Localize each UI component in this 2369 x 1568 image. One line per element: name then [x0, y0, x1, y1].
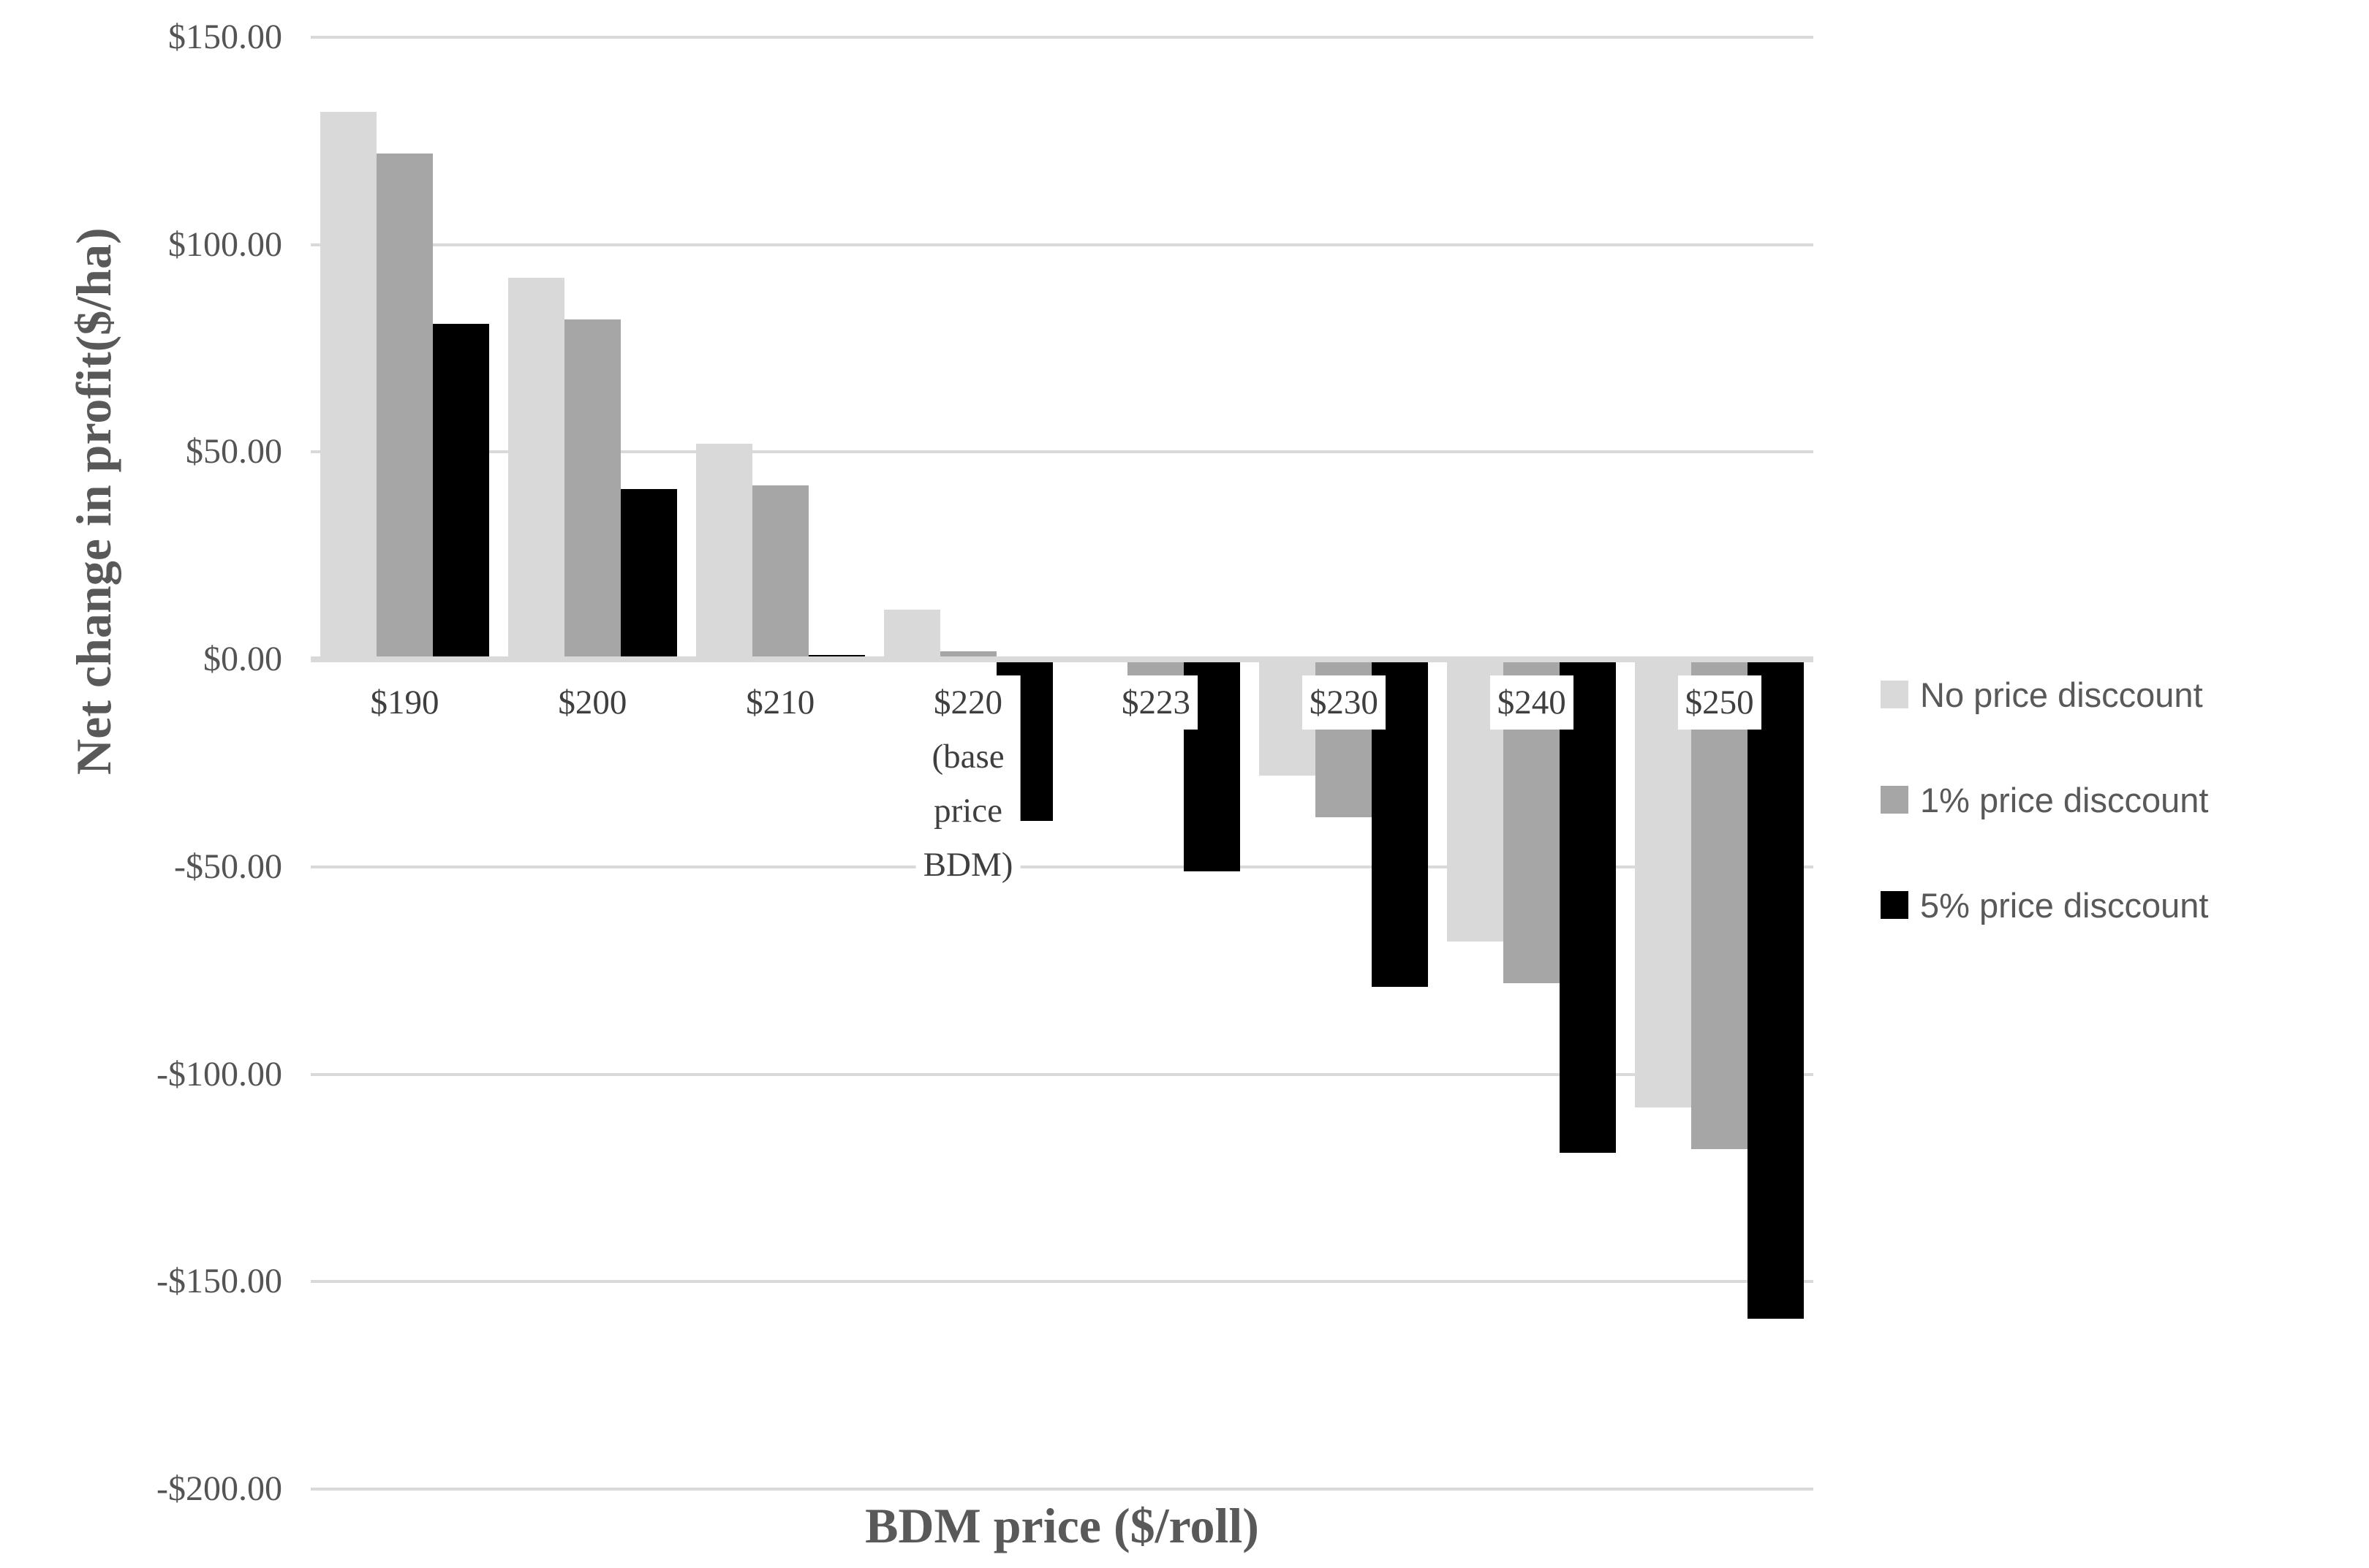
category-label--210: $210: [738, 675, 823, 730]
zero-axis-line: [311, 656, 1813, 663]
y-tick-label-50: $50.00: [186, 432, 282, 471]
category-label--223: $223: [1114, 675, 1198, 730]
x-axis-title: BDM price ($/roll): [865, 1498, 1259, 1553]
category-label--230: $230: [1301, 675, 1386, 730]
y-axis-tick-labels: $150.00 $100.00 $50.00 $0.00 -$50.00 -$100.00…: [0, 0, 287, 1568]
y-tick-label--200: -$200.00: [156, 1469, 282, 1508]
y-tick-label--50: -$50.00: [174, 847, 282, 886]
bar-5-price-disccount--200: [620, 489, 677, 660]
legend-label: 5% price disccount: [1920, 885, 2209, 925]
bar-5-price-disccount--250: [1748, 659, 1805, 1319]
gridline-100: [311, 243, 1813, 246]
bar-no-price-disccount--250: [1635, 659, 1692, 1107]
legend-swatch-icon: [1881, 786, 1908, 814]
legend-item-3: 5% price disccount: [1881, 885, 2208, 925]
bar-1-price-disccount--200: [564, 319, 621, 660]
gridline--200: [311, 1488, 1813, 1491]
gridline-50: [311, 450, 1813, 454]
bar-1-price-disccount--220-base-price-bdm-: [940, 651, 997, 660]
bar-1-price-disccount--250: [1691, 659, 1748, 1149]
plot-area: $190 $200 $210 $220 (base price BDM) $223 $23…: [311, 36, 1813, 1491]
bar-no-price-disccount--210: [695, 444, 752, 660]
category-label--240: $240: [1489, 675, 1573, 730]
category-label--190: $190: [363, 675, 447, 730]
bar-no-price-disccount--190: [320, 112, 377, 660]
y-tick-label--100: -$100.00: [156, 1054, 282, 1094]
bar-1-price-disccount--210: [752, 485, 809, 660]
bar-5-price-disccount--240: [1560, 659, 1617, 1154]
legend-item-2: 1% price disccount: [1881, 779, 2208, 820]
legend-label: No price disccount: [1920, 675, 2203, 714]
legend-swatch-icon: [1881, 891, 1908, 919]
gridline-150: [311, 36, 1813, 39]
y-tick-label-0: $0.00: [203, 640, 282, 679]
legend-label: 1% price disccount: [1920, 780, 2209, 819]
legend-item-1: No price disccount: [1881, 674, 2203, 715]
legend-swatch-icon: [1881, 681, 1908, 708]
gridline--100: [311, 1072, 1813, 1076]
bar-no-price-disccount--220-base-price-bdm-: [883, 610, 940, 660]
bar-1-price-disccount--190: [376, 153, 433, 660]
y-tick-label-150: $150.00: [168, 18, 282, 56]
gridline--50: [311, 865, 1813, 868]
category-label--200: $200: [551, 675, 635, 730]
category-label--220: $220 (base price BDM): [915, 675, 1021, 893]
category-label--250: $250: [1677, 675, 1761, 730]
bar-no-price-disccount--200: [507, 278, 564, 660]
y-tick-label--150: -$150.00: [156, 1262, 282, 1301]
y-tick-label-100: $100.00: [168, 224, 282, 264]
bar-5-price-disccount--190: [432, 323, 489, 660]
legend: No price disccount 1% price disccount 5% p…: [1881, 0, 2363, 1568]
gridline--150: [311, 1280, 1813, 1284]
